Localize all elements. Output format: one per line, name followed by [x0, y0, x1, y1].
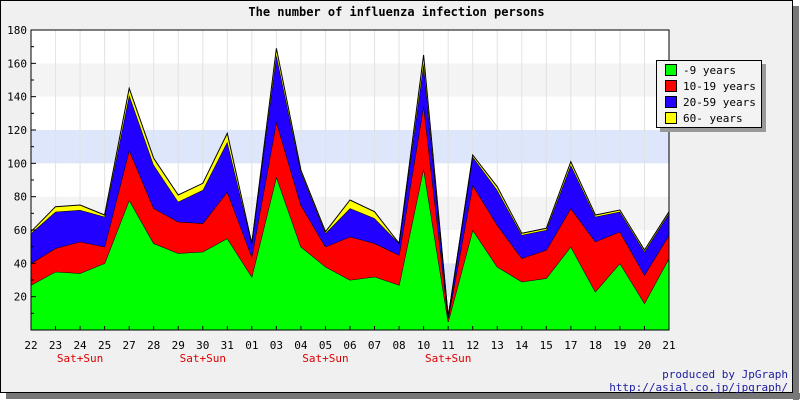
legend-item: 10-19 years: [665, 80, 756, 94]
x-tick-label: 24: [73, 339, 87, 352]
y-tick-label: 140: [7, 91, 27, 104]
x-tick-label: 23: [49, 339, 62, 352]
legend-item: 20-59 years: [665, 96, 756, 110]
frame-shadow-bottom: [6, 393, 800, 399]
y-tick-label: 100: [7, 157, 27, 170]
x-tick-label: 21: [662, 339, 675, 352]
x-tick-label: 19: [613, 339, 626, 352]
x-tick-label: 08: [392, 339, 405, 352]
x-tick-label: 17: [564, 339, 577, 352]
x-tick-label: 18: [589, 339, 602, 352]
legend-label: -9 years: [683, 64, 736, 77]
x-tick-label: 15: [540, 339, 553, 352]
y-tick-label: 80: [14, 191, 27, 204]
y-tick-label: 120: [7, 124, 27, 137]
legend-swatch: [665, 112, 677, 124]
series-area-1: [31, 168, 669, 330]
x-tick-label: 14: [515, 339, 529, 352]
x-tick-label: 01: [245, 339, 258, 352]
series-line-4: [30, 48, 670, 317]
legend-label: 20-59 years: [683, 96, 756, 109]
weekend-annotation: Sat+Sun: [57, 352, 103, 365]
x-tick-label: 07: [368, 339, 381, 352]
weekend-annotation: Sat+Sun: [302, 352, 348, 365]
legend-item: -9 years: [665, 64, 736, 78]
x-tick-label: 11: [442, 339, 455, 352]
x-tick-label: 25: [98, 339, 111, 352]
x-tick-label: 10: [417, 339, 430, 352]
x-tick-label: 22: [24, 339, 37, 352]
x-tick-label: 06: [343, 339, 356, 352]
legend-swatch: [665, 96, 677, 108]
x-tick-label: 30: [196, 339, 209, 352]
y-tick-label: 180: [7, 24, 27, 37]
series-area-3: [31, 55, 669, 319]
credit: produced by JpGraph http://asial.co.jp/j…: [609, 368, 788, 394]
y-tick-label: 40: [14, 257, 27, 270]
legend-swatch: [665, 80, 677, 92]
x-tick-label: 12: [466, 339, 479, 352]
x-tick-label: 03: [270, 339, 283, 352]
credit-line-1: produced by JpGraph: [662, 368, 788, 381]
chart-title: The number of influenza infection person…: [248, 5, 545, 19]
series-area-2: [31, 105, 669, 322]
x-tick-label: 31: [221, 339, 234, 352]
legend-label: 10-19 years: [683, 80, 756, 93]
x-tick-label: 29: [172, 339, 185, 352]
y-tick-label: 60: [14, 224, 27, 237]
x-tick-label: 20: [638, 339, 651, 352]
x-tick-label: 04: [294, 339, 308, 352]
frame-shadow-right: [793, 6, 799, 400]
weekend-annotation: Sat+Sun: [425, 352, 471, 365]
legend-label: 60- years: [683, 112, 743, 125]
legend-swatch: [665, 64, 677, 76]
legend: -9 years 10-19 years 20-59 years 60- yea…: [656, 60, 762, 128]
legend-item: 60- years: [665, 112, 743, 126]
x-tick-label: 13: [491, 339, 504, 352]
weekend-annotation: Sat+Sun: [180, 352, 226, 365]
y-tick-label: 20: [14, 291, 27, 304]
x-tick-label: 28: [147, 339, 160, 352]
y-tick-label: 160: [7, 57, 27, 70]
x-tick-label: 27: [123, 339, 136, 352]
credit-line-2: http://asial.co.jp/jpgraph/: [609, 381, 788, 394]
x-tick-label: 05: [319, 339, 332, 352]
